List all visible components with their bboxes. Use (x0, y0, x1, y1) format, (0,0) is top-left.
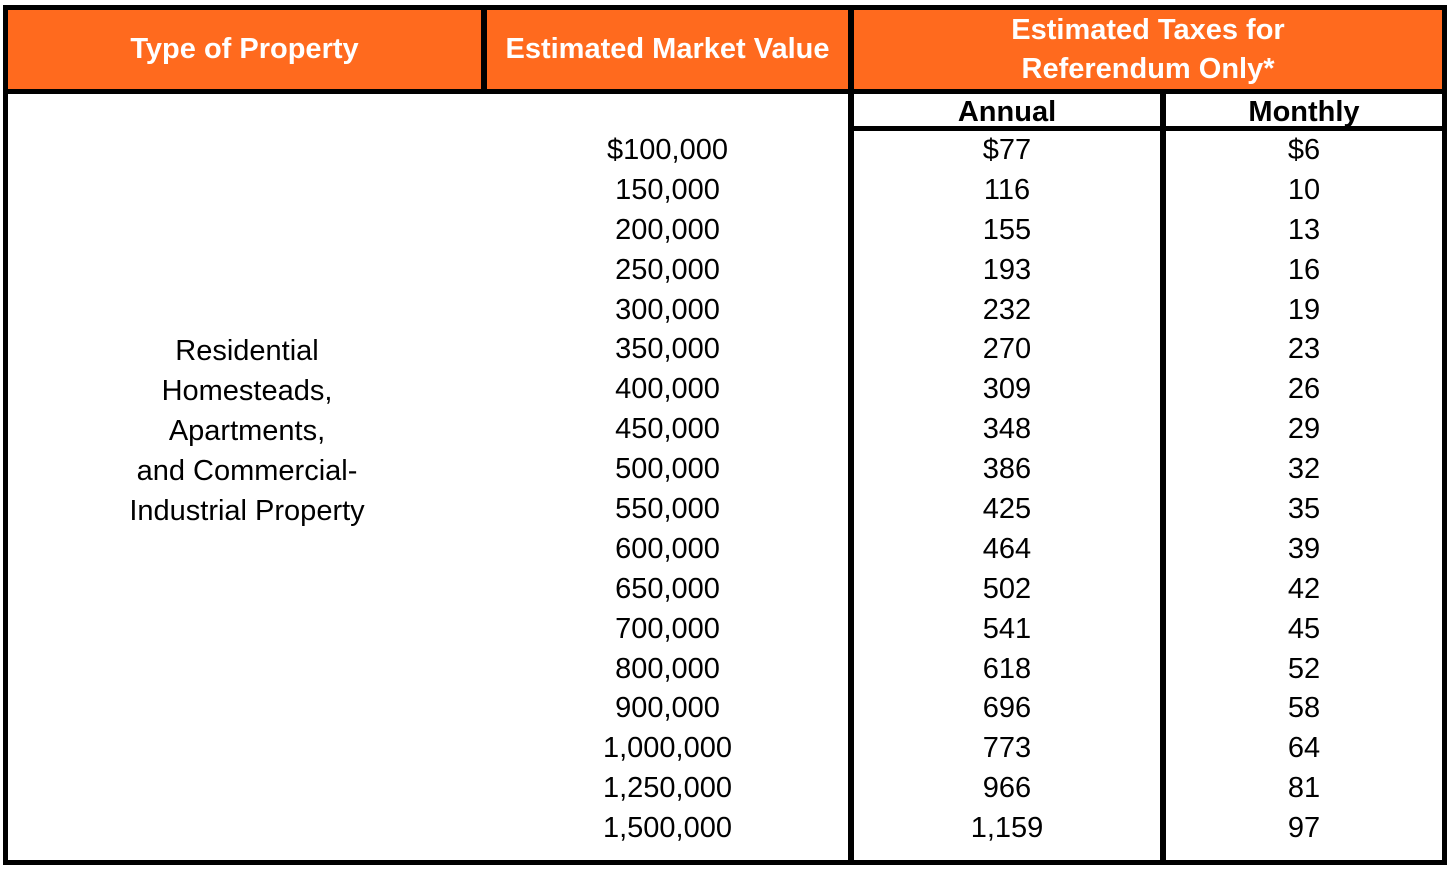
annual-tax-cell: 618 (982, 652, 1032, 685)
monthly-tax-cell: 39 (1287, 532, 1321, 565)
market-value-cell: 700,000 (615, 612, 720, 645)
monthly-tax-cell: 58 (1287, 692, 1321, 725)
market-value-cell: 1,000,000 (602, 732, 732, 765)
annual-tax-cell: 116 (983, 173, 1031, 206)
monthly-tax-cell: 42 (1287, 572, 1321, 605)
header-estimated-market-value: Estimated Market Value (487, 10, 848, 89)
annual-tax-column: $77 116 155 193 232 270 309 348 386 425 464 502 541 6… (854, 131, 1160, 849)
annual-tax-cell: 193 (982, 253, 1032, 286)
monthly-tax-cell: 32 (1287, 453, 1321, 486)
annual-tax-cell: 696 (982, 692, 1032, 725)
header-estimated-taxes: Estimated Taxes for Referendum Only* (854, 10, 1442, 89)
subheader-monthly-label: Monthly (1248, 95, 1360, 128)
annual-tax-cell: 425 (982, 493, 1032, 526)
annual-tax-cell: $77 (982, 134, 1032, 166)
property-type-line: and Commercial- (136, 455, 358, 487)
market-value-cell: 1,250,000 (602, 772, 732, 805)
annual-tax-cell: 773 (982, 732, 1032, 765)
market-value-cell: 650,000 (615, 572, 720, 605)
header-estimated-market-value-label: Estimated Market Value (505, 33, 830, 65)
header-type-of-property-label: Type of Property (130, 33, 359, 65)
market-value-cell: $100,000 (607, 134, 728, 166)
monthly-tax-cell: 81 (1287, 772, 1321, 805)
monthly-tax-cell: 45 (1287, 612, 1321, 645)
monthly-tax-cell: 26 (1287, 373, 1321, 406)
monthly-tax-cell: 97 (1287, 812, 1321, 845)
property-type-line: Apartments, (168, 415, 326, 447)
market-value-cell: 300,000 (615, 293, 720, 326)
annual-tax-cell: 348 (982, 413, 1032, 446)
annual-tax-cell: 541 (982, 612, 1032, 645)
subheader-annual: Annual (854, 94, 1160, 130)
annual-tax-cell: 386 (982, 453, 1032, 486)
annual-tax-cell: 1,159 (970, 812, 1044, 845)
header-estimated-taxes-line1: Estimated Taxes for (1011, 13, 1285, 46)
annual-tax-cell: 232 (982, 293, 1032, 326)
divider (854, 126, 1442, 131)
divider (8, 89, 1442, 94)
property-type-line: Residential (175, 335, 319, 367)
annual-tax-cell: 309 (982, 373, 1032, 406)
monthly-tax-cell: 64 (1287, 732, 1321, 765)
monthly-tax-cell: 52 (1287, 652, 1321, 685)
monthly-tax-cell: 23 (1287, 333, 1321, 366)
monthly-tax-cell: 16 (1287, 253, 1321, 286)
market-value-cell: 250,000 (615, 253, 720, 286)
header-type-of-property: Type of Property (8, 10, 481, 89)
divider (1160, 89, 1166, 860)
monthly-tax-cell: 35 (1287, 493, 1321, 526)
subheader-annual-label: Annual (957, 95, 1057, 128)
monthly-tax-cell: 29 (1287, 413, 1321, 446)
annual-tax-cell: 502 (982, 572, 1032, 605)
market-value-cell: 200,000 (615, 213, 720, 246)
market-value-cell: 400,000 (615, 373, 720, 406)
property-type: Residential Homesteads, Apartments, and … (8, 331, 486, 531)
market-value-cell: 800,000 (615, 652, 720, 685)
monthly-tax-cell: $6 (1287, 134, 1321, 166)
annual-tax-cell: 270 (982, 333, 1032, 366)
annual-tax-cell: 966 (982, 772, 1032, 805)
market-value-cell: 350,000 (615, 333, 720, 366)
annual-tax-cell: 464 (982, 532, 1032, 565)
market-value-cell: 1,500,000 (602, 812, 732, 845)
market-value-cell: 500,000 (615, 453, 720, 486)
property-type-line: Homesteads, (161, 375, 333, 407)
monthly-tax-cell: 10 (1287, 173, 1321, 206)
tax-estimate-table: Type of Property Estimated Market Value … (3, 5, 1447, 865)
market-value-cell: 900,000 (615, 692, 720, 725)
subheader-monthly: Monthly (1166, 94, 1442, 130)
divider (848, 10, 854, 860)
market-value-column: $100,000 150,000 200,000 250,000 300,000 350,… (487, 131, 848, 849)
monthly-tax-cell: 13 (1287, 213, 1321, 246)
annual-tax-cell: 155 (982, 213, 1032, 246)
market-value-cell: 450,000 (615, 413, 720, 446)
monthly-tax-column: $6 10 13 16 19 23 26 29 32 35 39 42 45 52 58 64 81 97 (1166, 131, 1442, 849)
header-estimated-taxes-line2: Referendum Only* (1021, 52, 1275, 85)
market-value-cell: 150,000 (615, 173, 720, 206)
monthly-tax-cell: 19 (1287, 293, 1321, 326)
market-value-cell: 550,000 (615, 493, 720, 526)
divider (481, 10, 487, 89)
market-value-cell: 600,000 (615, 532, 720, 565)
property-type-line: Industrial Property (129, 495, 365, 527)
